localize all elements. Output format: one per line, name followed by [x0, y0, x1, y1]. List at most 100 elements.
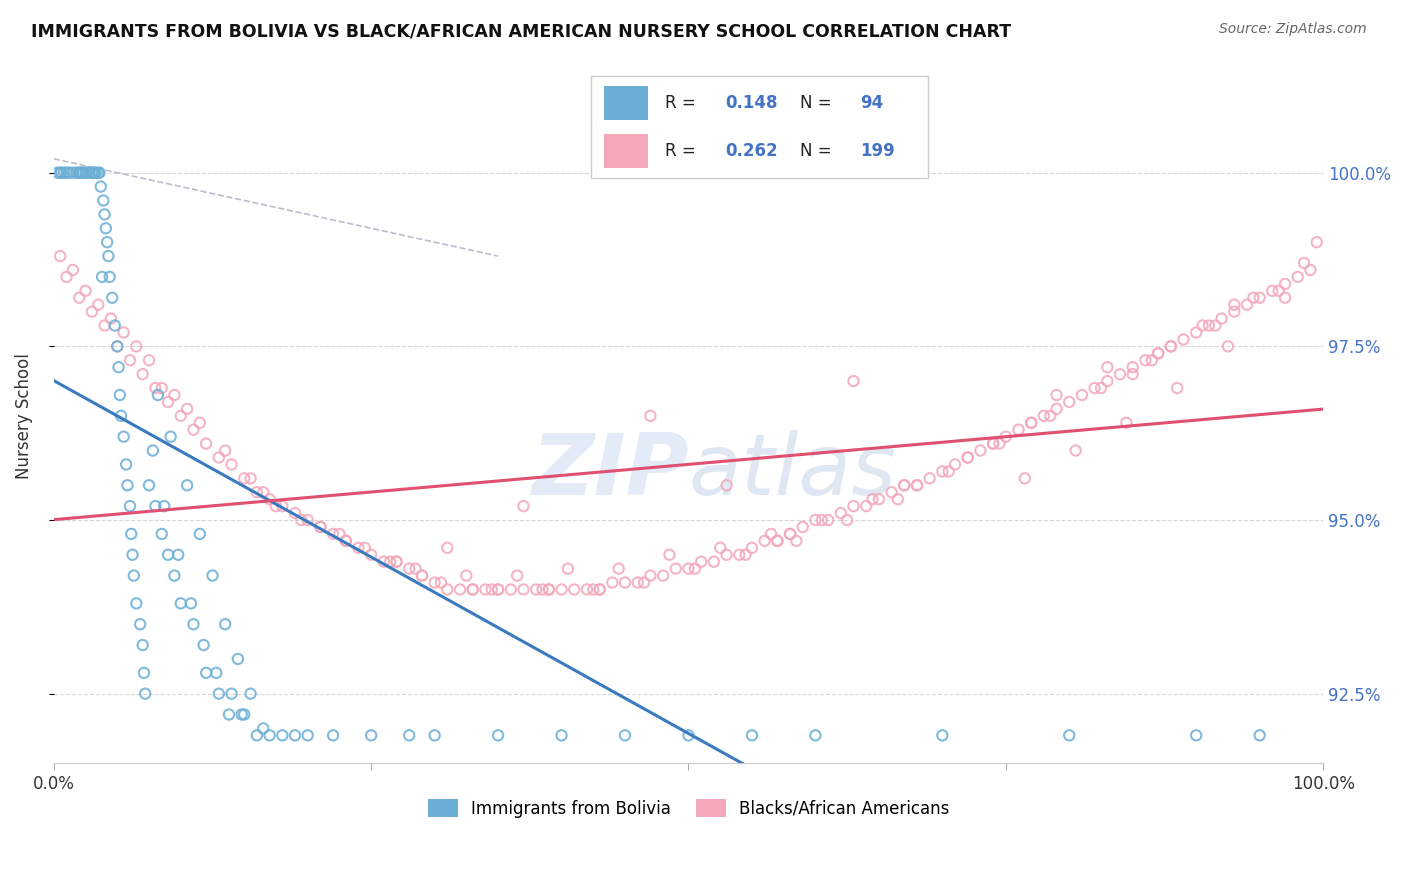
Point — [905, 478, 928, 492]
Point — [766, 533, 789, 548]
Point — [259, 728, 281, 742]
Point — [132, 665, 155, 680]
Point — [868, 492, 890, 507]
Point — [411, 568, 433, 582]
Point — [138, 478, 160, 492]
Text: ZIP: ZIP — [531, 430, 689, 513]
Point — [1097, 360, 1119, 375]
Point — [1019, 416, 1042, 430]
Point — [290, 513, 312, 527]
Point — [1014, 471, 1036, 485]
Point — [153, 499, 176, 513]
Point — [1122, 367, 1144, 381]
Point — [754, 533, 776, 548]
Point — [1274, 291, 1296, 305]
Point — [779, 527, 801, 541]
Point — [842, 499, 865, 513]
Point — [855, 499, 877, 513]
Point — [360, 728, 382, 742]
Point — [62, 166, 84, 180]
Point — [120, 527, 142, 541]
Point — [322, 527, 344, 541]
Point — [430, 575, 453, 590]
Point — [1109, 367, 1132, 381]
Point — [734, 548, 756, 562]
Point — [328, 527, 350, 541]
Point — [112, 326, 135, 340]
Point — [981, 436, 1004, 450]
Point — [67, 166, 90, 180]
Point — [1261, 284, 1284, 298]
Point — [79, 166, 101, 180]
Point — [89, 166, 111, 180]
Point — [239, 471, 262, 485]
Point — [80, 166, 103, 180]
Point — [423, 728, 446, 742]
Point — [398, 561, 420, 575]
Point — [461, 582, 484, 597]
Point — [115, 458, 138, 472]
Point — [398, 728, 420, 742]
Point — [201, 568, 224, 582]
Point — [1191, 318, 1213, 333]
Text: 199: 199 — [860, 142, 896, 160]
Point — [499, 582, 522, 597]
Point — [678, 561, 700, 575]
Point — [887, 492, 910, 507]
Point — [284, 506, 307, 520]
Point — [779, 527, 801, 541]
Point — [792, 520, 814, 534]
Point — [193, 638, 215, 652]
Point — [512, 499, 534, 513]
Point — [690, 555, 713, 569]
Point — [75, 166, 97, 180]
Point — [87, 298, 110, 312]
Point — [335, 533, 357, 548]
Point — [208, 450, 231, 465]
Point — [142, 443, 165, 458]
Point — [82, 166, 104, 180]
Point — [1267, 284, 1289, 298]
Point — [1204, 318, 1226, 333]
Point — [1064, 443, 1087, 458]
FancyBboxPatch shape — [605, 87, 648, 120]
Point — [837, 513, 859, 527]
Point — [297, 728, 319, 742]
Point — [221, 687, 243, 701]
Point — [91, 269, 114, 284]
Point — [58, 166, 80, 180]
Point — [1249, 291, 1271, 305]
Point — [97, 249, 120, 263]
Point — [353, 541, 375, 555]
Point — [87, 166, 110, 180]
Point — [93, 318, 115, 333]
Point — [145, 381, 167, 395]
Point — [107, 360, 129, 375]
Point — [62, 263, 84, 277]
Point — [110, 409, 132, 423]
Point — [129, 617, 152, 632]
Point — [309, 520, 332, 534]
Point — [607, 561, 630, 575]
Point — [512, 582, 534, 597]
Point — [474, 582, 496, 597]
Point — [221, 458, 243, 472]
Point — [55, 166, 77, 180]
Point — [486, 582, 509, 597]
Point — [146, 388, 169, 402]
Point — [67, 291, 90, 305]
Point — [633, 575, 655, 590]
Point — [1286, 269, 1309, 284]
Point — [943, 458, 966, 472]
Point — [1140, 353, 1163, 368]
Point — [1135, 353, 1157, 368]
Point — [1216, 339, 1239, 353]
Point — [167, 548, 190, 562]
Point — [195, 436, 218, 450]
Point — [405, 561, 427, 575]
Point — [956, 450, 979, 465]
Point — [703, 555, 725, 569]
FancyBboxPatch shape — [605, 135, 648, 168]
Point — [1299, 263, 1322, 277]
Point — [180, 596, 202, 610]
